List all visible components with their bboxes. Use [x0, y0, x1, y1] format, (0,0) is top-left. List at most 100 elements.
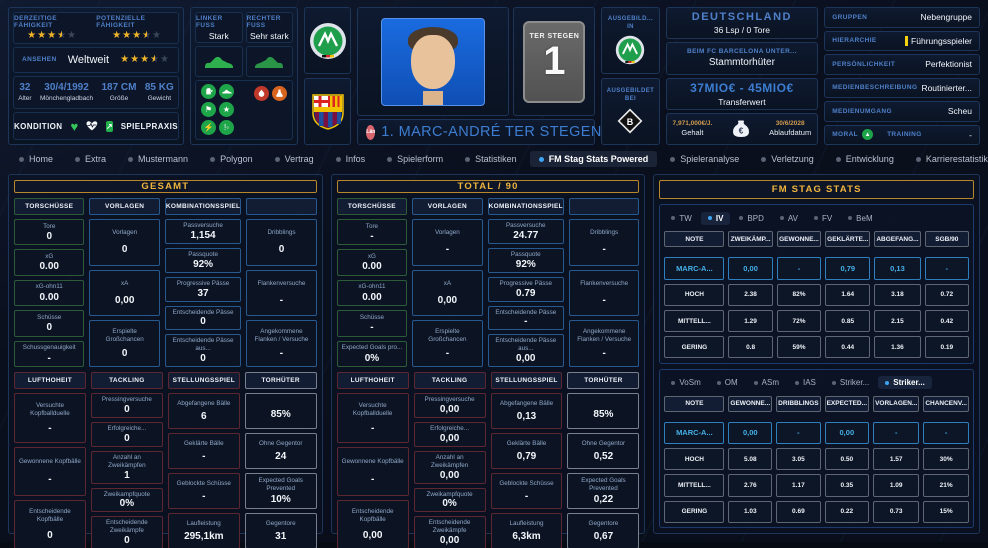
nav-item-entwicklung[interactable]: Entwicklung	[827, 151, 903, 167]
table-row-name[interactable]: MITTELL...	[664, 309, 725, 333]
tab-iv[interactable]: IV	[700, 211, 731, 225]
table-header-cell: ZWEIKÄMP...	[728, 231, 773, 247]
stat-cell: Abgefangene Bälle 0,13	[490, 393, 563, 430]
table-header-cell: GEKLÄRTE...	[825, 231, 871, 247]
tab-dot-icon	[753, 380, 758, 385]
stat-column: STELLUNGSSPIEL Abgefangene Bälle 6 Geklärt…	[167, 372, 240, 548]
star-icon: ★	[140, 53, 151, 65]
stat-cell-value: -	[48, 473, 52, 485]
tab-ias[interactable]: IAS	[788, 376, 823, 389]
trained-at-box: AUSGEBILDET BEI B	[601, 78, 660, 145]
nav-item-fm-stag-stats-powered[interactable]: FM Stag Stats Powered	[529, 151, 658, 167]
expiry-label: Ablaufdatum	[769, 128, 812, 138]
nation-badge-box	[304, 7, 352, 74]
nav-item-vertrag[interactable]: Vertrag	[266, 151, 323, 167]
current-ability-label: DERZEITIGE FÄHIGKEIT	[14, 14, 58, 29]
table-cell: 2.76	[728, 474, 773, 497]
stat-cell: Gegentore 0,67	[567, 513, 640, 548]
stat-cell-label: Vorlagen	[434, 229, 460, 237]
heart-pulse-icon	[86, 121, 98, 131]
nav-item-karrierestatistik[interactable]: Karrierestatistik	[907, 151, 988, 167]
tab-striker-[interactable]: Striker...	[825, 376, 876, 389]
stat-cell-value: 24.77	[513, 229, 539, 241]
tab-bem[interactable]: BeM	[841, 212, 879, 225]
bio-item: 30/4/1992 Mönchengladbach	[40, 82, 93, 102]
stat-cell-value: -	[370, 322, 374, 334]
nav-item-label: Entwicklung	[845, 154, 894, 164]
table-row-name[interactable]: MITTELL...	[664, 474, 725, 497]
table-row-name[interactable]: HOCH	[664, 283, 725, 306]
tab-vosm[interactable]: VoSm	[664, 376, 707, 389]
table-row-name[interactable]: GERING	[664, 336, 725, 359]
stat-cell: Dribblings 0	[246, 219, 317, 266]
nav-item-infos[interactable]: Infos	[327, 151, 375, 167]
table-cell: 0,00	[824, 421, 870, 445]
stat-cell: Zweikampfquote 0%	[90, 487, 163, 513]
stat-cell: Erfolgreiche... 0	[90, 422, 163, 447]
stat-cell-label: xG-ohn11	[35, 283, 63, 291]
tab-striker-[interactable]: Striker...	[878, 376, 932, 389]
nav-item-home[interactable]: Home	[10, 151, 62, 167]
tab-label: FV	[821, 213, 833, 223]
tab-dot-icon	[848, 216, 853, 220]
nav-item-verletzung[interactable]: Verletzung	[752, 151, 823, 167]
stat-cell-label: Progressive Pässe	[499, 279, 553, 287]
nav-item-label: Verletzung	[771, 154, 814, 164]
table-cell: 15%	[923, 500, 969, 523]
nav-dot-icon	[465, 156, 471, 162]
dfb-badge-icon	[309, 22, 346, 59]
stat-cell-value: 24	[275, 451, 287, 463]
dfb-badge-small-icon	[616, 36, 645, 65]
nav-item-polygon[interactable]: Polygon	[201, 151, 262, 167]
tab-bpd[interactable]: BPD	[732, 212, 770, 225]
tab-om[interactable]: OM	[710, 376, 745, 389]
nav-item-spielerform[interactable]: Spielerform	[378, 151, 452, 167]
nav-item-label: Spielerform	[397, 154, 444, 164]
table-cell: 0,13	[874, 257, 921, 280]
condition-heart-icon: ♥	[70, 118, 79, 134]
nav-item-extra[interactable]: Extra	[66, 151, 115, 167]
stat-cell-label: Entscheidende Pässe	[172, 308, 234, 316]
stat-cell-value: 0,00	[114, 295, 135, 307]
nav-item-spieleranalyse[interactable]: Spieleranalyse	[661, 151, 748, 167]
star-icon: ★	[150, 53, 161, 65]
stat-cell-value: 295,1km	[184, 531, 224, 543]
table-row-name[interactable]: MARC-A...	[664, 257, 725, 280]
attr-value: Führungsspieler	[905, 35, 972, 46]
stat-cell-value: 0	[124, 404, 130, 416]
stat-cell-value: 0,79	[516, 451, 537, 463]
stat-column-header	[568, 198, 640, 215]
tab-label: ASm	[761, 378, 779, 387]
table-cell: 0.8	[728, 336, 773, 359]
attr-row-moral-training: MORAL ▲ TRAINING -	[824, 124, 980, 145]
nav-item-mustermann[interactable]: Mustermann	[119, 151, 197, 167]
left-boot-icon	[204, 56, 233, 68]
table-row-name[interactable]: GERING	[664, 500, 725, 523]
star-icon: ★	[160, 53, 170, 65]
stat-cell-value: 0	[200, 353, 206, 365]
stat-cell-label: Entscheidende Zweikämpfe	[106, 519, 148, 535]
stat-cell-label: Geklärte Bälle	[184, 439, 224, 447]
reputation-value: Weltweit	[67, 53, 110, 66]
stat-cell: Flankenversuche -	[246, 269, 317, 317]
tab-fv[interactable]: FV	[807, 212, 839, 225]
stat-cell-value: 0,00	[439, 404, 460, 416]
attr-label: PERSÖNLICHKEIT	[832, 60, 896, 68]
stat-cell-label: xG	[45, 252, 54, 260]
attr-value: Nebengruppe	[920, 12, 972, 23]
nav-item-statistiken[interactable]: Statistiken	[456, 151, 526, 167]
club-status-value: Stammtorhüter	[708, 57, 775, 69]
stat-cell: Ohne Gegentor 0,52	[567, 433, 640, 470]
table-row-name[interactable]: MARC-A...	[664, 421, 725, 445]
bio-label: Gewicht	[147, 95, 172, 103]
tab-av[interactable]: AV	[773, 212, 805, 225]
tab-asm[interactable]: ASm	[747, 376, 786, 389]
star-icon: ★	[132, 29, 143, 41]
stat-cell: xA 0,00	[89, 269, 160, 317]
nation-caps: 36 Lsp / 0 Tore	[713, 25, 770, 36]
table-row-name[interactable]: HOCH	[664, 448, 725, 471]
stat-cell-value: 0	[121, 348, 128, 360]
tab-tw[interactable]: TW	[664, 212, 698, 225]
stat-cell-value: 10%	[270, 494, 291, 506]
wage-value: 7,971,000€/J.	[672, 120, 713, 128]
